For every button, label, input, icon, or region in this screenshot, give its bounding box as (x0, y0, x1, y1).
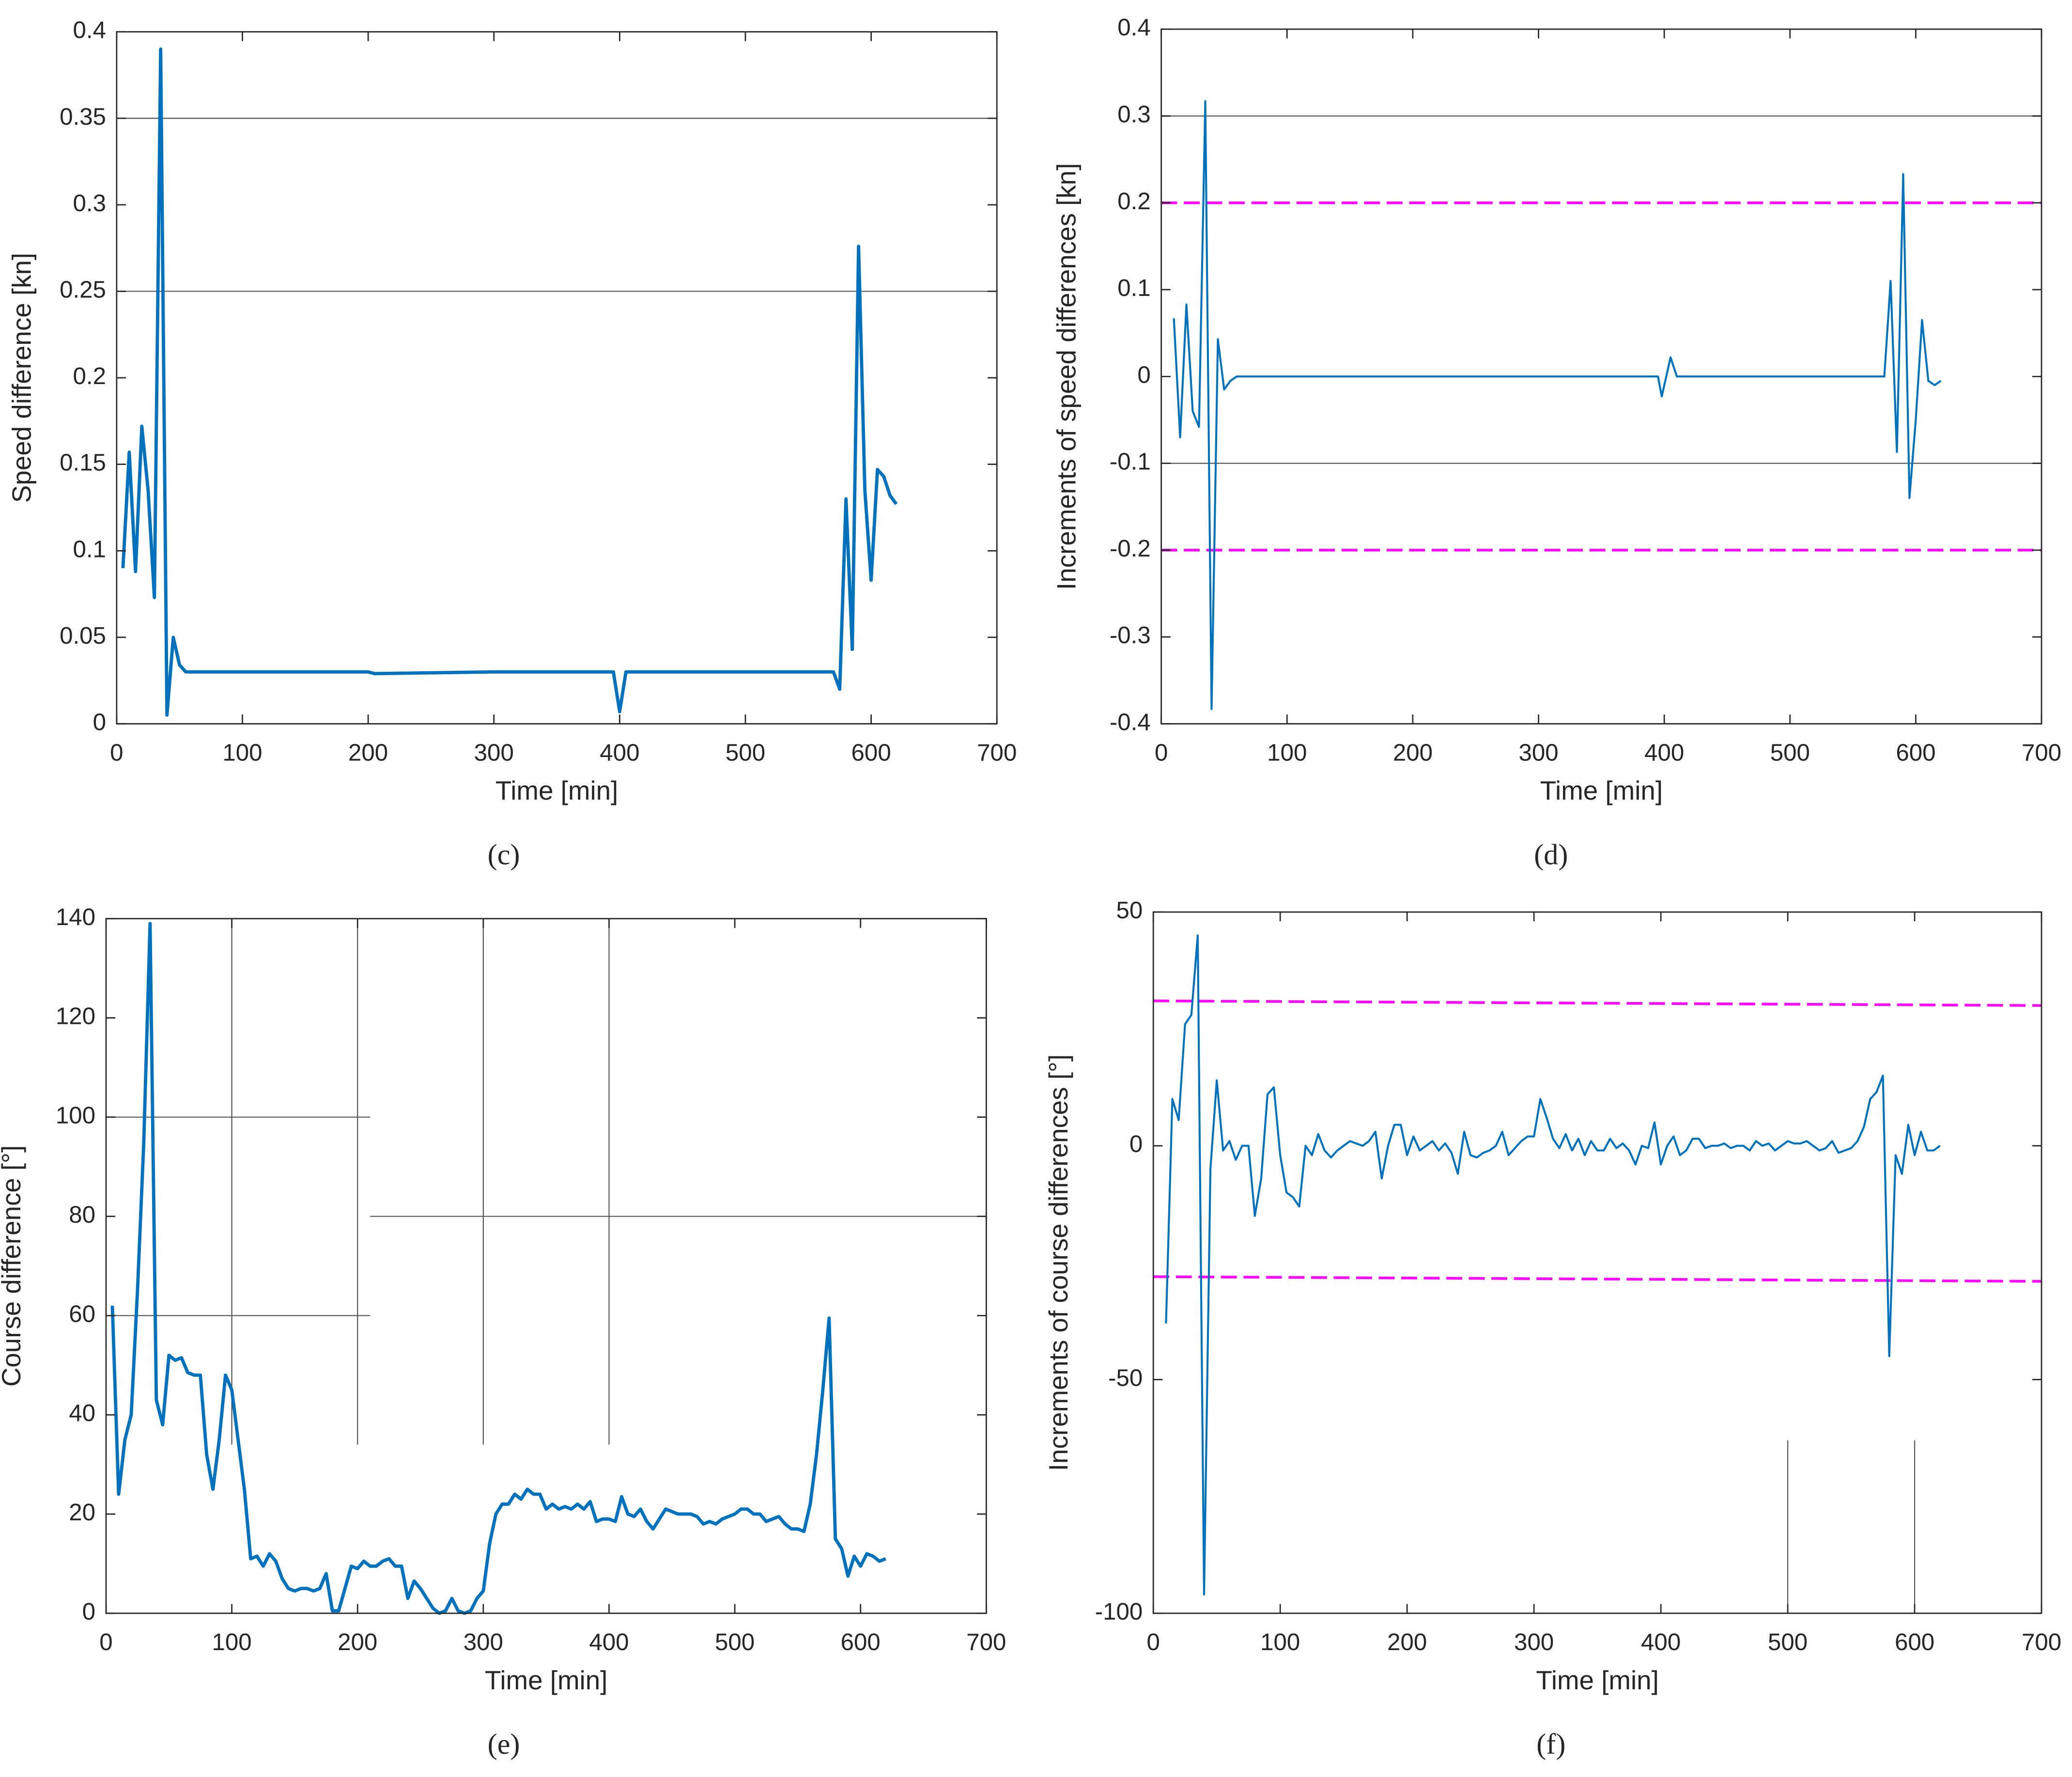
y-tick-label: 100 (56, 1102, 95, 1129)
x-tick-label: 0 (1155, 739, 1168, 766)
x-tick-label: 700 (977, 739, 1017, 766)
x-tick-label: 300 (1518, 739, 1558, 766)
x-axis-label: Time [min] (495, 775, 618, 805)
plot-area (116, 31, 997, 724)
y-tick-label: 80 (69, 1201, 95, 1228)
x-tick-label: 700 (2022, 1629, 2061, 1655)
x-tick-label: 500 (1770, 739, 1810, 766)
x-tick-label: 200 (1393, 739, 1433, 766)
y-tick-label: 0.25 (60, 276, 106, 303)
x-tick-label: 400 (589, 1629, 629, 1655)
x-tick-label: 100 (212, 1629, 252, 1655)
y-tick-label: 0.4 (1117, 14, 1150, 41)
y-tick-label: -0.3 (1110, 622, 1151, 649)
reference-line (1153, 999, 2042, 1007)
y-tick-label: 0.1 (1117, 275, 1150, 301)
panel-label: (f) (1536, 1728, 1565, 1761)
y-tick-label: 120 (56, 1003, 95, 1030)
x-tick-label: 0 (1147, 1629, 1160, 1655)
y-axis-label: Increments of course differences [°] (1043, 1054, 1073, 1471)
y-tick-label: 0 (1129, 1131, 1143, 1158)
y-tick-label: 50 (1116, 897, 1143, 924)
y-tick-label: 0.2 (1117, 188, 1150, 215)
y-tick-label: -0.2 (1110, 535, 1151, 562)
y-axis-label: Course difference [°] (0, 1145, 26, 1387)
x-tick-label: 100 (1260, 1629, 1300, 1655)
y-tick-label: 0.05 (60, 622, 106, 649)
x-tick-label: 400 (1644, 739, 1684, 766)
x-tick-label: 0 (99, 1629, 112, 1655)
panel-label: (e) (488, 1728, 520, 1761)
y-tick-label: 0 (93, 709, 106, 735)
x-tick-label: 100 (1267, 739, 1307, 766)
data-line (110, 922, 886, 1615)
data-line (1165, 934, 1941, 1596)
x-tick-label: 600 (1895, 1629, 1934, 1655)
plot-area (1153, 912, 2042, 1613)
y-tick-label: 0 (82, 1598, 95, 1625)
y-tick-label: -0.4 (1110, 709, 1151, 735)
y-tick-label: 0.15 (60, 449, 106, 476)
y-axis-label: Increments of speed differences [kn] (1051, 163, 1082, 590)
y-tick-label: 0.4 (73, 17, 106, 44)
y-tick-label: 0.1 (73, 536, 106, 562)
x-tick-label: 400 (1641, 1629, 1681, 1655)
x-tick-label: 300 (1514, 1629, 1554, 1655)
x-tick-label: 0 (110, 739, 123, 766)
y-tick-label: 60 (69, 1300, 95, 1327)
y-tick-label: 140 (56, 904, 95, 930)
y-tick-label: -50 (1108, 1364, 1143, 1391)
x-tick-label: 300 (464, 1629, 503, 1655)
panel-label: (c) (488, 839, 520, 871)
x-tick-label: 200 (348, 739, 388, 766)
x-tick-label: 500 (1768, 1629, 1808, 1655)
axes-box (105, 918, 987, 1614)
x-tick-label: 400 (600, 739, 639, 766)
y-tick-label: -100 (1095, 1598, 1143, 1625)
y-tick-label: 0.3 (73, 190, 106, 216)
axes-box (1152, 911, 2042, 1614)
y-tick-label: 20 (69, 1499, 95, 1526)
x-axis-label: Time [min] (1536, 1665, 1658, 1695)
x-tick-label: 700 (966, 1629, 1006, 1655)
x-axis-label: Time [min] (1540, 775, 1663, 805)
y-tick-label: 0.3 (1117, 101, 1150, 128)
reference-line (1153, 1275, 2042, 1283)
x-tick-label: 600 (841, 1629, 881, 1655)
y-tick-label: 0 (1137, 361, 1150, 388)
x-tick-label: 500 (715, 1629, 755, 1655)
x-tick-label: 700 (2022, 739, 2061, 766)
x-tick-label: 600 (1896, 739, 1935, 766)
y-tick-label: 40 (69, 1400, 95, 1426)
y-tick-label: 0.2 (73, 363, 106, 389)
panel-label: (d) (1534, 839, 1568, 871)
x-tick-label: 300 (474, 739, 514, 766)
y-axis-label: Speed difference [kn] (7, 253, 37, 503)
data-line (1173, 100, 1942, 711)
x-axis-label: Time [min] (485, 1665, 607, 1695)
y-tick-label: 0.35 (60, 103, 106, 130)
y-tick-label: -0.1 (1110, 448, 1151, 475)
x-tick-label: 100 (222, 739, 262, 766)
data-line (121, 47, 898, 717)
x-tick-label: 500 (726, 739, 765, 766)
x-tick-label: 200 (338, 1629, 377, 1655)
x-tick-label: 200 (1387, 1629, 1427, 1655)
plot-area (106, 918, 987, 1613)
x-tick-label: 600 (851, 739, 891, 766)
